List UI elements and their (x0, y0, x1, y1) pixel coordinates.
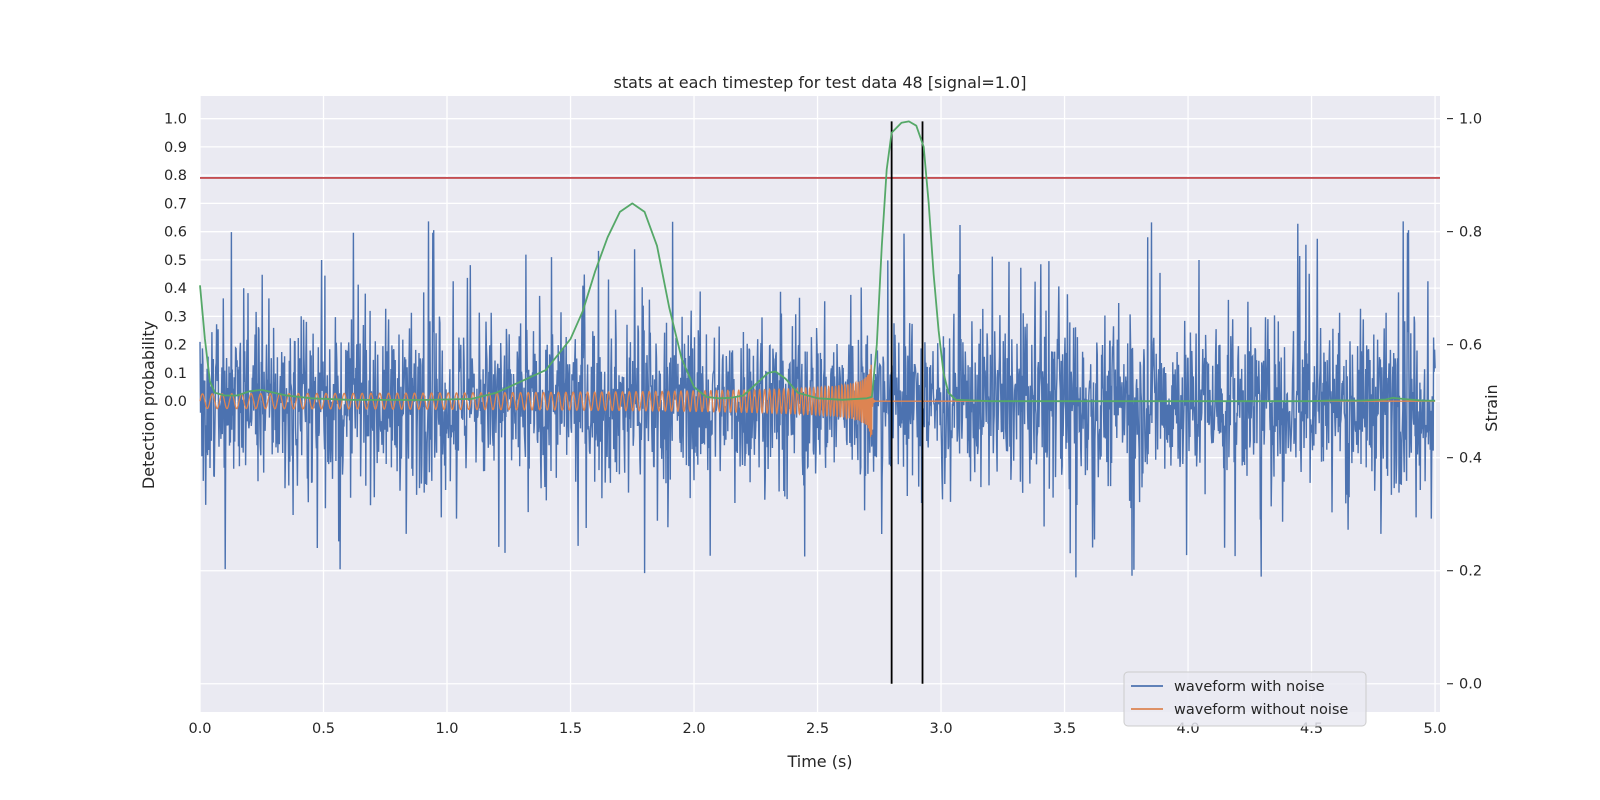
y-left-tick-label: 0.3 (164, 309, 187, 325)
y-right-tick-label: 0.2 (1459, 564, 1482, 580)
legend-frame (1123, 671, 1367, 727)
y-right-tick-label: 0.0 (1459, 677, 1482, 693)
legend-label-clean: waveform without noise (1174, 702, 1348, 718)
data-layer (199, 120, 1440, 684)
x-tick-label: 1.5 (559, 721, 582, 737)
legend-label-noise: waveform with noise (1174, 679, 1325, 695)
x-tick-label: 1.0 (435, 721, 458, 737)
x-tick-label: 5.0 (1424, 721, 1447, 737)
y-left-tick-label: 0.4 (164, 281, 187, 297)
y-left-tick-label: 0.8 (164, 168, 187, 184)
y-right-tick-label: 0.6 (1459, 338, 1482, 354)
series-detection-probability (199, 120, 1436, 403)
x-tick-label: 0.5 (312, 721, 335, 737)
legend: waveform with noise waveform without noi… (1123, 671, 1367, 727)
x-tick-label: 2.0 (682, 721, 705, 737)
y-left-tick-label: 0.0 (164, 394, 187, 410)
x-tick-label: 3.0 (930, 721, 953, 737)
y-axis-left-label: Detection probability (139, 321, 158, 489)
y-left-tick-label: 0.5 (164, 253, 187, 269)
chart-title: stats at each timestep for test data 48 … (614, 73, 1027, 92)
y-left-tick-label: 1.0 (164, 112, 187, 128)
y-right-tick-label: 0.4 (1459, 451, 1482, 467)
y-left-tick-label: 0.6 (164, 225, 187, 241)
x-tick-label: 3.5 (1053, 721, 1076, 737)
y-left-tick-label: 0.7 (164, 196, 187, 212)
axes: 0.0 0.5 1.0 1.5 2.0 2.5 3.0 3.5 4.0 4.5 5.00.00.10… (164, 112, 1482, 737)
x-axis-label: Time (s) (786, 752, 852, 771)
y-right-tick-label: 0.8 (1459, 225, 1482, 241)
series-waveform-with-noise (199, 221, 1436, 578)
x-tick-label: 0.0 (188, 721, 211, 737)
y-right-tick-label: 1.0 (1459, 112, 1482, 128)
x-tick-label: 2.5 (806, 721, 829, 737)
y-left-tick-label: 0.2 (164, 338, 187, 354)
y-left-tick-label: 0.9 (164, 140, 187, 156)
y-axis-right-label: Strain (1482, 384, 1501, 431)
y-left-tick-label: 0.1 (164, 366, 187, 382)
